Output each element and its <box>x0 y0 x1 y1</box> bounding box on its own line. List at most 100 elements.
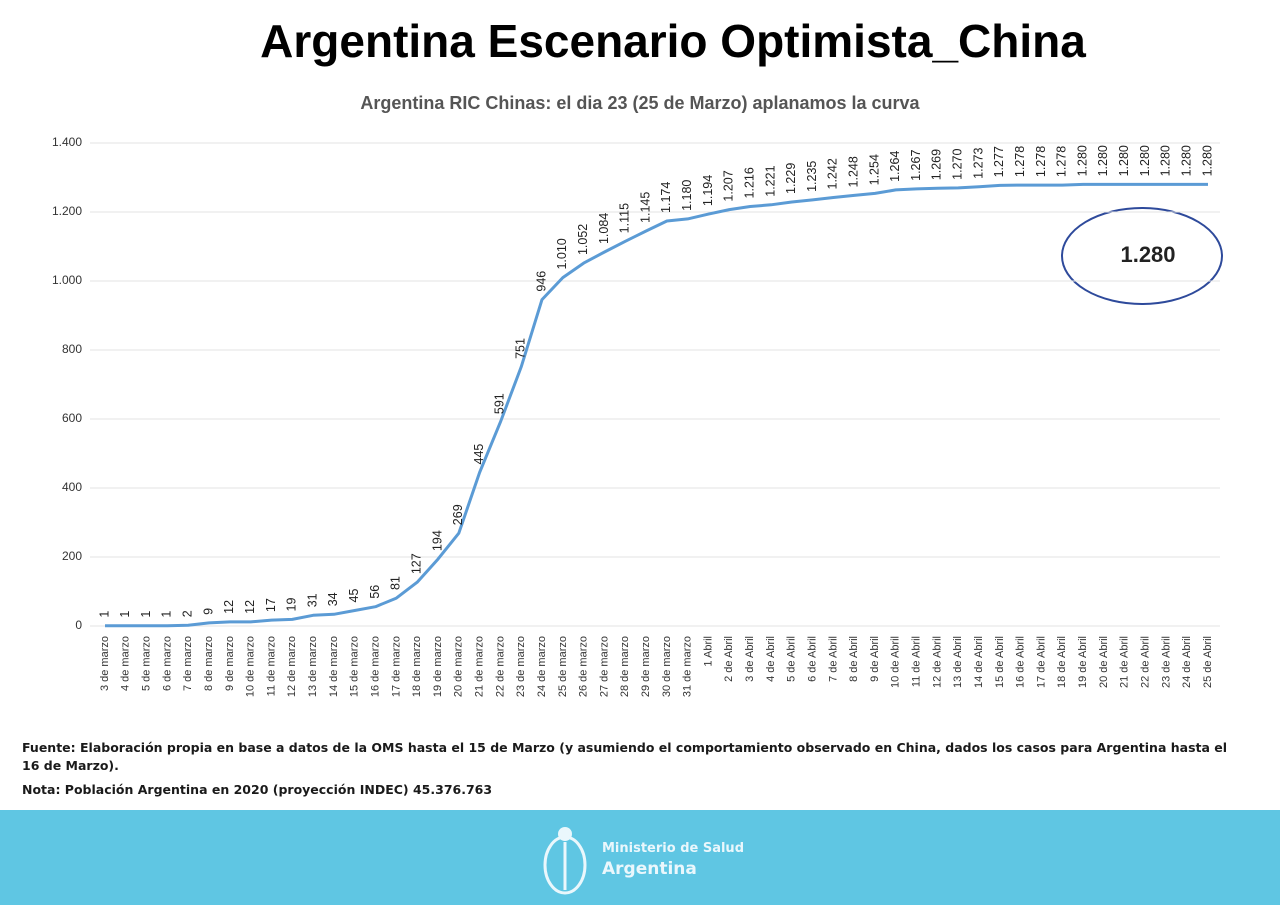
data-label: 1.280 <box>1138 145 1152 176</box>
x-tick-label: 18 de Abril <box>1056 636 1068 688</box>
x-tick-label: 20 de marzo <box>453 636 465 697</box>
data-label: 1.269 <box>930 149 944 180</box>
y-tick-label: 0 <box>75 618 82 632</box>
x-tick-label: 14 de marzo <box>328 636 340 697</box>
x-tick-label: 6 de Abril <box>806 636 818 682</box>
x-tick-label: 8 de marzo <box>203 636 215 691</box>
x-tick-label: 13 de marzo <box>307 636 319 697</box>
footer: Ministerio de Salud Argentina <box>0 810 1280 905</box>
data-label: 34 <box>326 592 340 606</box>
data-label: 1 <box>97 611 111 618</box>
data-label: 9 <box>201 608 215 615</box>
data-label: 269 <box>451 504 465 525</box>
x-tick-label: 24 de Abril <box>1181 636 1193 688</box>
data-label: 1.278 <box>1055 146 1069 177</box>
x-tick-label: 19 de marzo <box>432 636 444 697</box>
x-tick-label: 5 de marzo <box>141 636 153 691</box>
x-tick-label: 4 de Abril <box>765 636 777 682</box>
data-label: 17 <box>264 598 278 612</box>
x-tick-label: 18 de marzo <box>411 636 423 697</box>
footnote: Nota: Población Argentina en 2020 (proye… <box>22 782 493 797</box>
x-tick-label: 15 de Abril <box>994 636 1006 688</box>
data-label: 1.180 <box>680 180 694 211</box>
data-label: 1.216 <box>742 167 756 198</box>
x-tick-label: 21 de marzo <box>474 636 486 697</box>
data-label: 31 <box>305 593 319 607</box>
x-tick-label: 10 de marzo <box>245 636 257 697</box>
x-tick-label: 7 de marzo <box>182 636 194 691</box>
x-tick-label: 4 de marzo <box>120 636 132 691</box>
data-label: 751 <box>514 338 528 359</box>
annotation: 1.280 <box>1120 242 1175 267</box>
x-tick-label: 27 de marzo <box>598 636 610 697</box>
x-tick-label: 25 de marzo <box>557 636 569 697</box>
logo-icon <box>543 827 587 895</box>
data-label: 12 <box>243 600 257 614</box>
data-label: 1.254 <box>867 154 881 185</box>
data-label: 445 <box>472 444 486 465</box>
chart-title: Argentina Escenario Optimista_China <box>260 15 1086 67</box>
x-tick-label: 3 de Abril <box>744 636 756 682</box>
data-label: 1.229 <box>784 163 798 194</box>
x-tick-label: 17 de Abril <box>1035 636 1047 688</box>
x-tick-label: 21 de Abril <box>1119 636 1131 688</box>
data-label: 1.270 <box>951 149 965 180</box>
x-tick-label: 20 de Abril <box>1098 636 1110 688</box>
data-label: 1.280 <box>1179 145 1193 176</box>
data-label: 1 <box>160 611 174 618</box>
data-label: 1.052 <box>576 224 590 255</box>
data-label: 1.145 <box>638 192 652 223</box>
x-tick-label: 12 de Abril <box>931 636 943 688</box>
x-tick-label: 15 de marzo <box>349 636 361 697</box>
x-tick-label: 9 de marzo <box>224 636 236 691</box>
data-label: 1.267 <box>909 150 923 181</box>
data-label: 81 <box>389 576 403 590</box>
x-tick-label: 16 de marzo <box>369 636 381 697</box>
data-label: 1.221 <box>763 165 777 196</box>
data-label: 2 <box>181 610 195 617</box>
data-label: 1.248 <box>847 156 861 187</box>
data-label: 1.115 <box>618 203 632 233</box>
x-tick-label: 22 de marzo <box>494 636 506 697</box>
data-label: 1.277 <box>992 146 1006 177</box>
footnote: Fuente: Elaboración propia en base a dat… <box>22 740 1228 773</box>
data-label: 1 <box>118 611 132 618</box>
y-tick-label: 1.200 <box>52 204 82 218</box>
x-tick-label: 16 de Abril <box>1015 636 1027 688</box>
logo-country: Argentina <box>602 859 697 879</box>
x-tick-label: 12 de marzo <box>286 636 298 697</box>
data-label: 45 <box>347 589 361 603</box>
data-label: 1.010 <box>555 238 569 269</box>
y-tick-label: 1.000 <box>52 273 82 287</box>
x-tick-label: 6 de marzo <box>161 636 173 691</box>
data-label: 1.207 <box>722 170 736 201</box>
x-tick-label: 11 de marzo <box>265 636 277 696</box>
x-tick-label: 23 de marzo <box>515 636 527 697</box>
x-tick-label: 9 de Abril <box>869 636 881 682</box>
x-tick-label: 19 de Abril <box>1077 636 1089 688</box>
logo-ministry: Ministerio de Salud <box>602 841 744 856</box>
x-tick-label: 30 de marzo <box>661 636 673 697</box>
x-tick-label: 10 de Abril <box>890 636 902 688</box>
data-label: 56 <box>368 585 382 599</box>
data-label: 1.273 <box>971 147 985 178</box>
x-tick-label: 11 de Abril <box>911 636 923 687</box>
data-label: 1.084 <box>597 213 611 244</box>
x-tick-label: 3 de marzo <box>99 636 111 691</box>
annotation-ellipse <box>1061 207 1223 305</box>
data-label: 1.280 <box>1117 145 1131 176</box>
data-label: 1 <box>139 611 153 618</box>
x-tick-label: 22 de Abril <box>1139 636 1151 688</box>
y-tick-label: 1.400 <box>52 135 82 149</box>
data-label: 1.280 <box>1075 145 1089 176</box>
data-label: 1.235 <box>805 161 819 192</box>
x-tick-label: 23 de Abril <box>1160 636 1172 688</box>
data-label: 1.278 <box>1013 146 1027 177</box>
y-tick-label: 600 <box>62 411 82 425</box>
data-label: 19 <box>285 597 299 611</box>
data-label: 194 <box>430 530 444 551</box>
x-tick-label: 2 de Abril <box>723 636 735 682</box>
x-tick-label: 13 de Abril <box>952 636 964 688</box>
data-label: 1.194 <box>701 175 715 206</box>
data-label: 127 <box>409 553 423 574</box>
